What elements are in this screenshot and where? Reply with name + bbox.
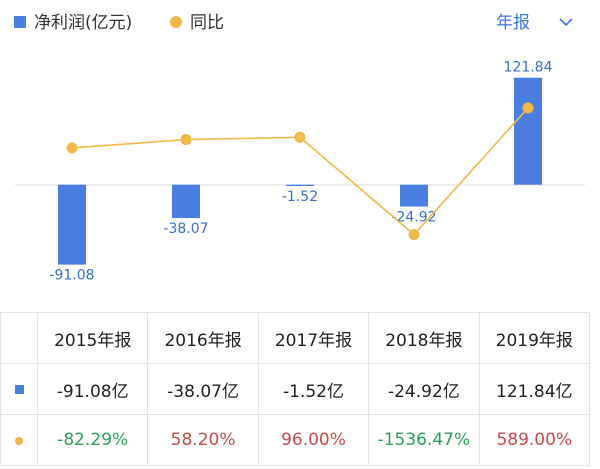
bar [172,184,200,219]
bar [514,77,542,185]
row-icon [15,437,23,445]
row-icon-cell [0,414,38,466]
row-icon [14,385,24,394]
legend-label: 同比 [190,13,224,33]
data-row: -91.08亿 -38.07亿 -1.52亿 -24.92亿 121.84亿 [0,363,591,415]
line-point [180,134,192,146]
value-cell: -91.08亿 [36,363,149,415]
bar-value-label: -1.52 [282,189,318,205]
line [71,107,529,236]
header-cell: 2017年报 [257,312,370,364]
header-cell: 2015年报 [36,312,149,364]
header-cell: 2016年报 [147,312,259,364]
chart: 年报 净利润(亿元) 同比-91.08-38.07-1.52-24.92121.8… [14,13,585,284]
value-cell: -1.52亿 [257,363,370,415]
chevron[interactable] [559,18,573,27]
bar-value-label: -38.07 [163,221,208,237]
legend-swatch [170,16,182,28]
bar [286,184,314,186]
value-cell: -82.29% [36,414,149,466]
bar-value-label: -91.08 [49,268,94,284]
period-label[interactable]: 年报 [496,13,530,33]
line-point [66,142,78,154]
data-table: 2015年报 2016年报 2017年报 2018年报 2019年报 -91.08亿 -38… [0,312,591,466]
row-icon-cell [0,363,38,415]
value-cell: 58.20% [147,414,259,466]
value-cell: -24.92亿 [368,363,480,415]
data-row: -82.29% 58.20% 96.00% -1536.47% 589.00% [0,414,591,466]
bar-value-label: 121.84 [504,60,553,76]
legend-label: 净利润(亿元) [34,13,132,33]
value-cell: -1536.47% [368,414,480,466]
legend-swatch [14,16,26,28]
bar [58,184,86,265]
header-row: 2015年报 2016年报 2017年报 2018年报 2019年报 [0,312,591,364]
line-point [294,131,306,143]
period-selector[interactable]: 年报 [496,13,573,33]
value-cell: -38.07亿 [147,363,259,415]
header-cell: 2018年报 [368,312,480,364]
line-point [522,102,534,114]
value-cell: 121.84亿 [478,363,591,415]
line-point [408,229,420,241]
bar [400,184,428,207]
value-cell: 96.00% [257,414,370,466]
corner-cell [0,312,38,364]
value-cell: 589.00% [478,414,591,466]
header-cell: 2019年报 [478,312,591,364]
